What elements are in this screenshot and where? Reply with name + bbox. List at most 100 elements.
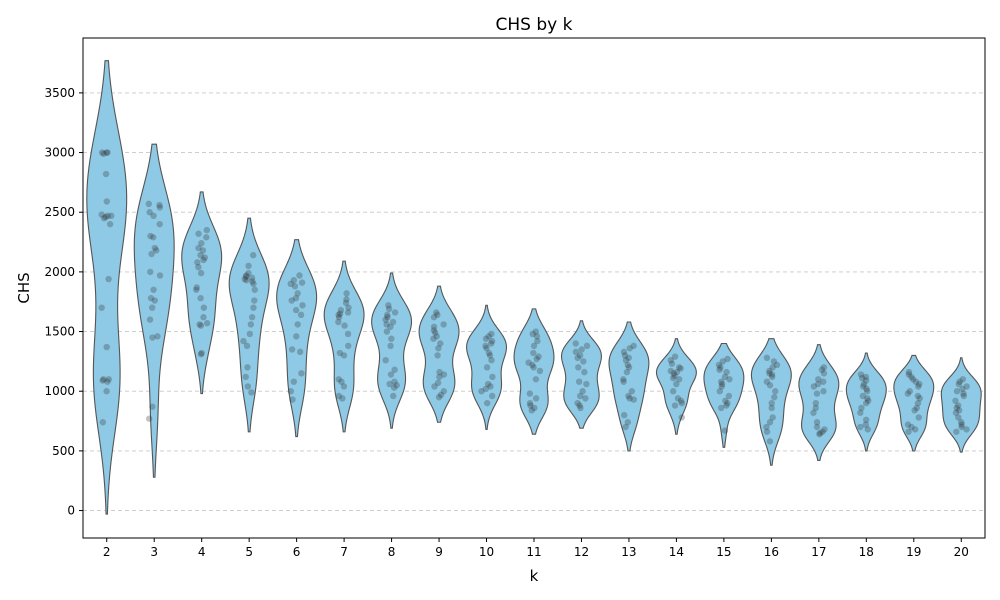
- data-point: [810, 409, 817, 416]
- data-point: [244, 364, 251, 371]
- x-tick-label: 7: [340, 545, 348, 559]
- data-point: [297, 311, 305, 319]
- data-point: [865, 397, 872, 404]
- data-point: [769, 364, 776, 371]
- data-point: [815, 376, 822, 383]
- data-point: [726, 376, 733, 383]
- data-point: [625, 364, 633, 371]
- data-point: [952, 397, 959, 404]
- data-point: [196, 321, 203, 328]
- data-point: [244, 383, 252, 390]
- plot-frame: [82, 37, 986, 539]
- data-point: [763, 378, 771, 385]
- data-point: [340, 352, 348, 359]
- data-point: [153, 247, 160, 254]
- data-point: [245, 269, 252, 277]
- x-ticks: 2 3 4 5 6 7 8 9 10 11 12 13 14 15 16 17 18 19 20: [103, 538, 969, 559]
- data-point: [671, 402, 679, 409]
- data-point: [293, 333, 300, 340]
- data-point: [482, 335, 490, 342]
- data-point: [771, 393, 778, 401]
- data-point: [531, 404, 538, 412]
- x-tick-label: 12: [574, 545, 589, 559]
- data-point: [437, 391, 445, 399]
- data-point: [103, 388, 110, 395]
- data-point: [430, 335, 437, 342]
- x-tick-label: 4: [198, 545, 206, 559]
- data-point: [718, 378, 725, 385]
- data-point: [862, 373, 870, 381]
- data-point: [909, 376, 917, 383]
- data-point: [953, 428, 960, 435]
- data-point: [955, 380, 963, 388]
- data-point: [579, 388, 586, 395]
- data-point: [98, 149, 106, 156]
- data-point: [820, 370, 828, 377]
- data-point: [434, 352, 441, 359]
- violin-k-4: [181, 191, 223, 395]
- data-point: [102, 213, 109, 221]
- data-point: [818, 366, 826, 373]
- data-point: [199, 247, 207, 254]
- data-point: [436, 368, 443, 376]
- data-point: [296, 348, 304, 356]
- data-point: [345, 342, 352, 350]
- data-point: [620, 378, 627, 385]
- data-point: [810, 383, 818, 390]
- data-point: [388, 335, 395, 342]
- data-point: [343, 290, 350, 297]
- data-point: [343, 296, 350, 303]
- data-point: [484, 380, 492, 388]
- data-point: [535, 353, 542, 360]
- data-point: [200, 304, 208, 311]
- data-point: [108, 212, 115, 220]
- data-point: [911, 426, 919, 433]
- data-point: [525, 359, 532, 366]
- data-point: [485, 333, 492, 340]
- data-point: [149, 403, 156, 410]
- chart-title: CHS by k: [496, 15, 573, 35]
- data-point: [581, 368, 588, 376]
- data-point: [145, 415, 153, 422]
- data-point: [908, 373, 915, 381]
- data-point: [958, 419, 965, 426]
- data-point: [914, 399, 922, 407]
- data-point: [626, 345, 633, 352]
- data-point: [291, 283, 299, 290]
- data-point: [296, 272, 303, 279]
- data-point: [863, 388, 871, 395]
- data-point: [487, 340, 495, 347]
- data-point: [488, 392, 496, 400]
- data-point: [862, 377, 870, 384]
- violin-k-15: [703, 342, 745, 448]
- data-point: [580, 358, 587, 365]
- data-point: [440, 388, 448, 395]
- x-axis-label: k: [530, 567, 539, 585]
- data-point: [530, 349, 537, 357]
- data-point: [248, 389, 255, 396]
- data-point: [198, 349, 205, 357]
- data-point: [339, 395, 346, 402]
- violin-k-19: [893, 354, 935, 452]
- data-point: [722, 397, 729, 404]
- data-point: [914, 392, 922, 400]
- data-point: [105, 376, 113, 383]
- data-point: [576, 402, 583, 409]
- data-point: [630, 342, 637, 350]
- data-point: [623, 368, 631, 376]
- data-point: [482, 385, 490, 393]
- data-point: [147, 232, 154, 240]
- data-point: [820, 378, 827, 385]
- data-point: [106, 220, 114, 228]
- data-point: [382, 356, 389, 364]
- data-point: [151, 244, 159, 252]
- x-tick-label: 14: [669, 545, 684, 559]
- data-point: [724, 399, 731, 407]
- data-point: [816, 430, 823, 438]
- violin-k-14: [655, 338, 697, 435]
- data-point: [103, 149, 110, 156]
- data-point: [625, 354, 632, 362]
- y-gridlines: [83, 92, 985, 512]
- data-point: [857, 409, 864, 416]
- data-point: [959, 376, 967, 383]
